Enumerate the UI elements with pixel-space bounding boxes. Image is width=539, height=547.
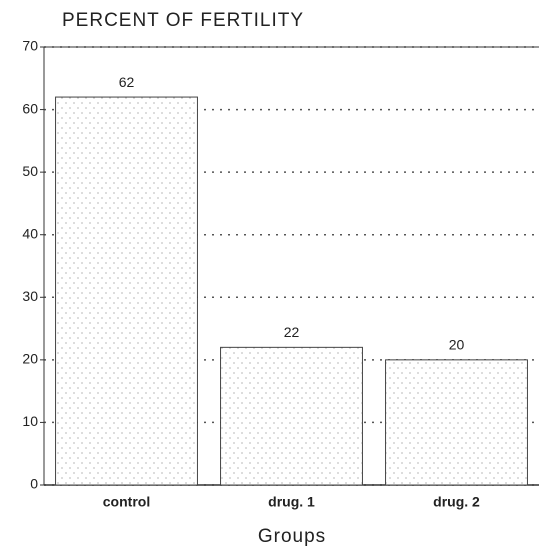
x-tick-label: control <box>103 494 150 510</box>
y-tick-label: 50 <box>22 163 38 179</box>
x-tick-label: drug. 1 <box>268 494 315 510</box>
y-tick-label: 70 <box>22 38 38 54</box>
bar <box>220 346 363 486</box>
x-axis-label: Groups <box>258 526 326 547</box>
x-tick-label: drug. 2 <box>433 494 480 510</box>
y-tick-label: 10 <box>22 413 38 429</box>
data-label: 22 <box>284 324 300 340</box>
data-label: 20 <box>449 337 465 353</box>
bar <box>55 96 198 486</box>
y-tick-label: 60 <box>22 100 38 116</box>
y-tick-label: 0 <box>30 476 38 492</box>
data-label: 62 <box>119 74 135 90</box>
y-tick-label: 20 <box>22 351 38 367</box>
y-tick-label: 40 <box>22 225 38 241</box>
chart-title: PERCENT OF FERTILITY <box>62 10 304 31</box>
bar <box>385 359 528 486</box>
y-tick-label: 30 <box>22 288 38 304</box>
